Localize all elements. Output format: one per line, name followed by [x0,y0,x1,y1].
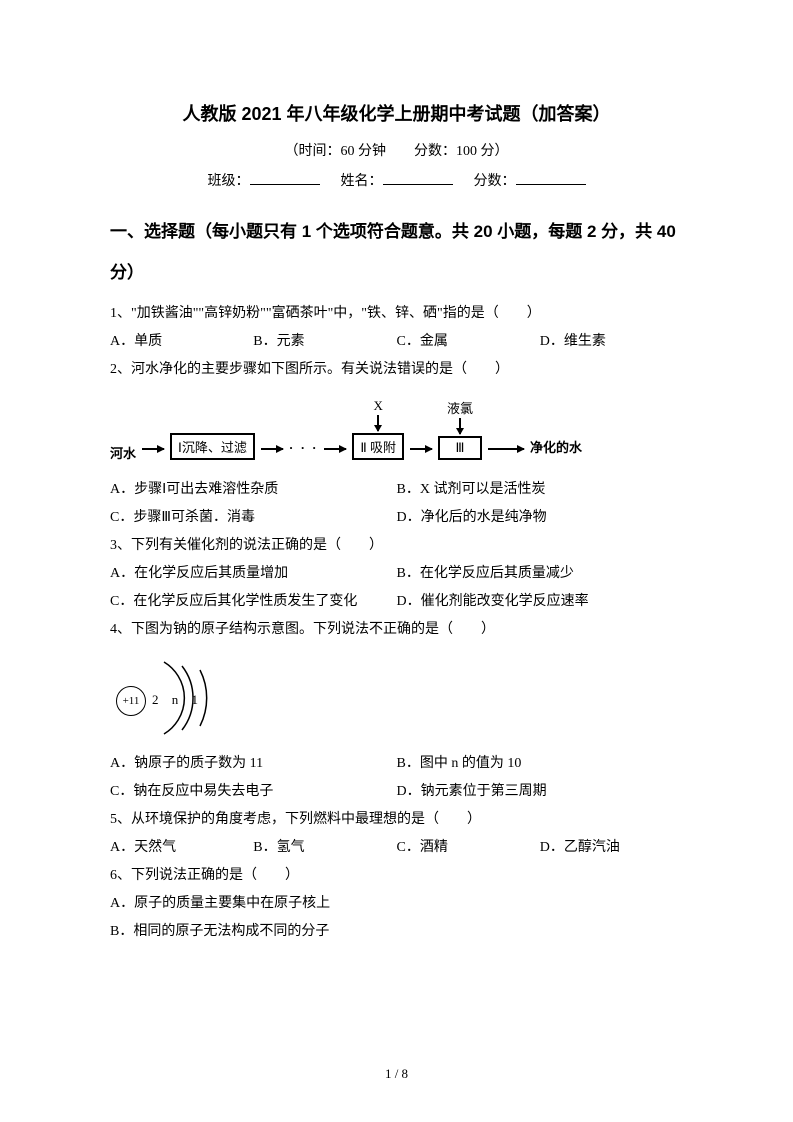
atom-nucleus: +11 [116,686,146,716]
arrow-icon [261,448,283,450]
q1-options: A．单质 B．元素 C．金属 D．维生素 [110,328,683,356]
q6-A: A．原子的质量主要集中在原子核上 [110,890,683,918]
score-label: 分数： [474,174,516,189]
q1-stem: 1、"加铁酱油""高锌奶粉""富硒茶叶"中，"铁、锌、硒"指的是（ ） [110,300,683,328]
q4-stem: 4、下图为钠的原子结构示意图。下列说法不正确的是（ ） [110,616,683,644]
q2-A: A．步骤Ⅰ可出去难溶性杂质 [110,476,397,504]
page-title: 人教版 2021 年八年级化学上册期中考试题（加答案） [110,100,683,126]
flow-cl-label: 液氯 [447,398,473,417]
class-blank [250,170,320,185]
q3-options-2: C．在化学反应后其化学性质发生了变化 D．催化剂能改变化学反应速率 [110,588,683,616]
name-blank [383,170,453,185]
q4-D: D．钠元素位于第三周期 [397,778,684,806]
arrow-icon [488,448,524,450]
q2-C: C．步骤Ⅲ可杀菌．消毒 [110,504,397,532]
q5-D: D．乙醇汽油 [540,834,683,862]
q3-D: D．催化剂能改变化学反应速率 [397,588,684,616]
flow-box-2: Ⅱ 吸附 [352,433,404,460]
info-blanks: 班级： 姓名： 分数： [110,170,683,190]
q6-B: B．相同的原子无法构成不同的分子 [110,918,683,946]
q4-B: B．图中 n 的值为 10 [397,750,684,778]
q4-A: A．钠原子的质子数为 11 [110,750,397,778]
q5-C: C．酒精 [397,834,540,862]
q2-options-2: C．步骤Ⅲ可杀菌．消毒 D．净化后的水是纯净物 [110,504,683,532]
flow-col-3: 液氯 Ⅲ [438,398,482,462]
arrow-icon [410,448,432,450]
q1-C: C．金属 [397,328,540,356]
q5-options: A．天然气 B．氢气 C．酒精 D．乙醇汽油 [110,834,683,862]
q4-C: C．钠在反应中易失去电子 [110,778,397,806]
q1-D: D．维生素 [540,328,683,356]
arrow-icon [142,448,164,450]
q5-A: A．天然气 [110,834,253,862]
q4-options-2: C．钠在反应中易失去电子 D．钠元素位于第三周期 [110,778,683,806]
q6-stem: 6、下列说法正确的是（ ） [110,862,683,890]
flow-col-2: X Ⅱ 吸附 [352,398,404,462]
q4-atom-diagram: +11 2 n 1 [110,652,250,742]
q2-B: B．X 试剂可以是活性炭 [397,476,684,504]
flow-in: 河水 [110,443,136,462]
flow-box-3: Ⅲ [438,436,482,460]
q3-A: A．在化学反应后其质量增加 [110,560,397,588]
q4-options-1: A．钠原子的质子数为 11 B．图中 n 的值为 10 [110,750,683,778]
page-subtitle: （时间：60 分钟 分数：100 分） [110,140,683,160]
q2-stem: 2、河水净化的主要步骤如下图所示。有关说法错误的是（ ） [110,356,683,384]
arrow-down-icon [377,415,379,431]
flow-dots: · · · [289,440,319,456]
class-label: 班级： [208,174,250,189]
q2-options-1: A．步骤Ⅰ可出去难溶性杂质 B．X 试剂可以是活性炭 [110,476,683,504]
q1-B: B．元素 [253,328,396,356]
q5-stem: 5、从环境保护的角度考虑，下列燃料中最理想的是（ ） [110,806,683,834]
flow-out: 净化的水 [530,437,582,456]
atom-shell-text: 2 n 1 [152,692,203,708]
q2-flow-diagram: 河水 Ⅰ沉降、过滤 · · · X Ⅱ 吸附 液氯 Ⅲ 净化的水 [110,398,683,462]
q3-options-1: A．在化学反应后其质量增加 B．在化学反应后其质量减少 [110,560,683,588]
exam-page: 人教版 2021 年八年级化学上册期中考试题（加答案） （时间：60 分钟 分数… [0,0,793,1122]
flow-box-1: Ⅰ沉降、过滤 [170,433,255,460]
name-label: 姓名： [341,174,383,189]
arrow-down-icon [459,418,461,434]
page-number: 1 / 8 [0,1066,793,1082]
q3-stem: 3、下列有关催化剂的说法正确的是（ ） [110,532,683,560]
flow-x-label: X [374,398,383,414]
q3-B: B．在化学反应后其质量减少 [397,560,684,588]
q2-D: D．净化后的水是纯净物 [397,504,684,532]
q3-C: C．在化学反应后其化学性质发生了变化 [110,588,397,616]
q1-A: A．单质 [110,328,253,356]
section-1-heading: 一、选择题（每小题只有 1 个选项符合题意。共 20 小题，每题 2 分，共 4… [110,212,683,294]
arrow-icon [324,448,346,450]
score-blank [516,170,586,185]
q5-B: B．氢气 [253,834,396,862]
